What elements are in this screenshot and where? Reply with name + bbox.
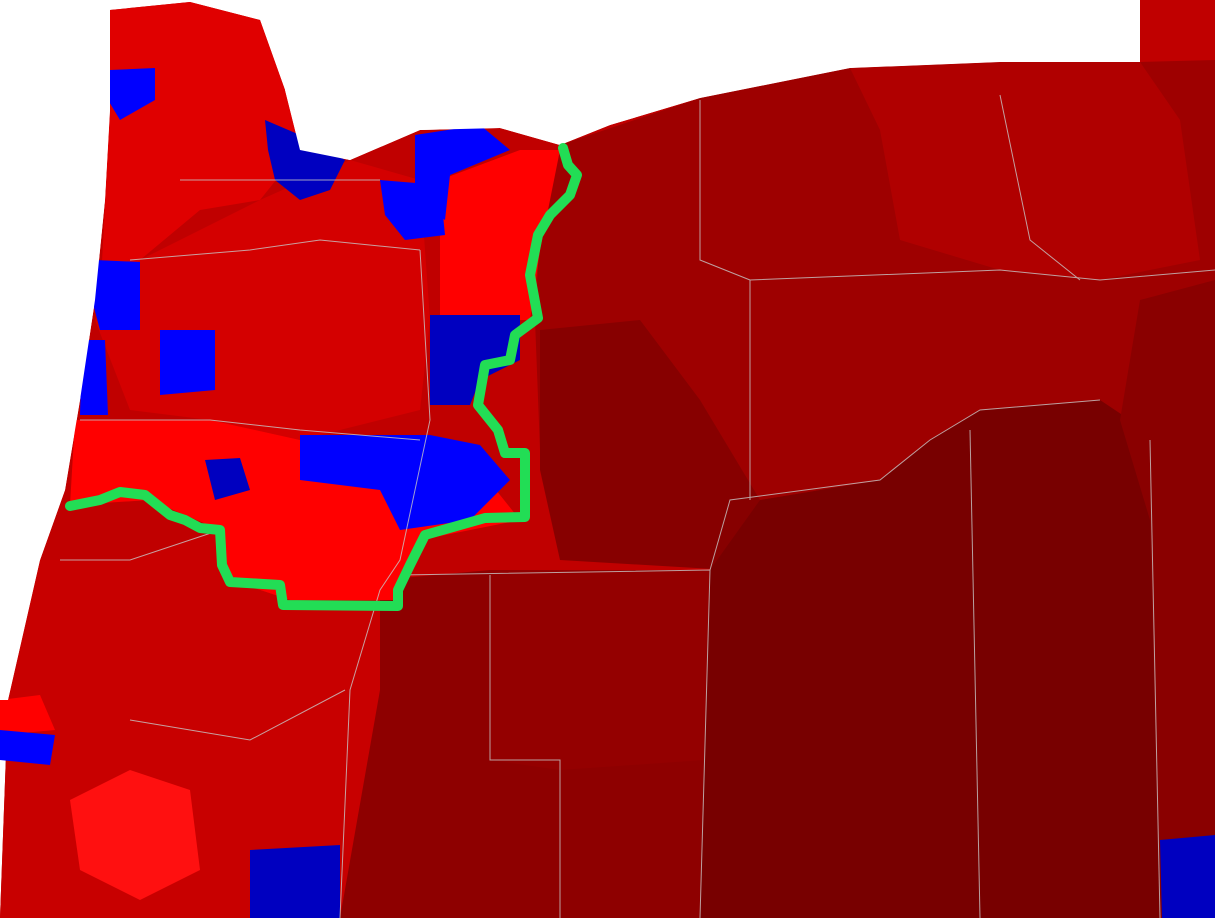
region-lake (490, 570, 710, 770)
washington-blank (285, 0, 1140, 160)
boundary-line (709, 399, 1101, 571)
east-dark-regions (340, 60, 1215, 918)
route-line (65, 143, 582, 611)
blue-coast-2 (92, 260, 140, 330)
boundary-line (129, 239, 421, 261)
boundary-line (129, 689, 346, 741)
blue-southwest-coast (0, 730, 55, 765)
county-boundaries (60, 94, 1215, 918)
boundary-line (999, 94, 1081, 281)
blue-ashland (250, 845, 340, 918)
blue-gorge-2 (380, 180, 445, 240)
blue-corvallis (160, 330, 215, 395)
boundary-line (699, 100, 751, 500)
blue-central (430, 315, 520, 405)
boundary-line (60, 529, 221, 561)
boundary-line (969, 429, 981, 918)
region-east-darkest (700, 400, 1160, 918)
blue-coast-3 (80, 340, 108, 415)
boundary-line (339, 249, 431, 918)
boundary-line (80, 419, 421, 441)
blue-bend (300, 435, 510, 530)
blue-coast-1 (108, 68, 155, 120)
region-bright-4 (0, 695, 55, 735)
white-masks (0, 0, 1140, 700)
blue-southeast (1160, 835, 1215, 918)
region-east-edge (1120, 280, 1215, 918)
boundary-line (749, 269, 1215, 281)
blue-regions (0, 68, 1215, 918)
boundary-line (489, 575, 561, 918)
region-northeast-mid (850, 62, 1200, 280)
blue-eugene (205, 458, 250, 500)
ocean-blank (0, 0, 110, 700)
region-bright-3 (70, 770, 200, 900)
boundary-line (1149, 439, 1161, 918)
region-central-dark (540, 320, 760, 570)
